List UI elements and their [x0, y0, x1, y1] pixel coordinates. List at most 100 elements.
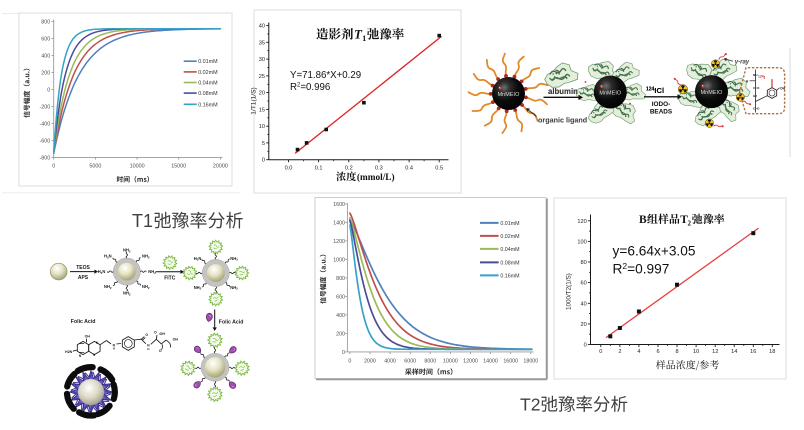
svg-text:35: 35: [259, 40, 265, 46]
svg-text:1000/T2(1/S): 1000/T2(1/S): [566, 273, 573, 310]
svg-text:y=6.64x+3.05: y=6.64x+3.05: [613, 244, 696, 259]
svg-text:8000: 8000: [424, 358, 436, 364]
svg-text:120: 120: [577, 219, 586, 225]
svg-text:124ICl: 124ICl: [646, 86, 664, 95]
svg-text:C=O: C=O: [753, 86, 760, 90]
svg-text:MnMEIO: MnMEIO: [498, 92, 520, 98]
svg-text:200: 200: [336, 331, 345, 337]
svg-text:60: 60: [580, 281, 586, 287]
svg-text:NH2: NH2: [123, 290, 131, 296]
svg-text:20: 20: [259, 91, 265, 97]
svg-text:400: 400: [41, 54, 50, 60]
svg-text:0.2: 0.2: [345, 165, 353, 171]
svg-text:Folic Acid: Folic Acid: [219, 319, 244, 325]
svg-text:20: 20: [580, 322, 586, 328]
svg-text:12: 12: [712, 349, 718, 355]
svg-text:albumin: albumin: [548, 87, 578, 96]
svg-text:B: B: [639, 214, 647, 226]
svg-text:C=O: C=O: [753, 106, 760, 110]
svg-text:IODO-: IODO-: [652, 101, 670, 108]
svg-text:O: O: [154, 331, 157, 335]
svg-text:14: 14: [731, 349, 737, 355]
svg-text:NH: NH: [753, 73, 758, 77]
svg-text:200: 200: [41, 71, 50, 77]
svg-text:0: 0: [584, 343, 587, 349]
svg-text:8: 8: [675, 349, 678, 355]
svg-text:40: 40: [259, 24, 265, 30]
svg-text:15000: 15000: [171, 164, 186, 170]
svg-text:BEADS: BEADS: [650, 109, 673, 116]
svg-text:0.4: 0.4: [405, 165, 413, 171]
svg-text:1600: 1600: [333, 202, 345, 208]
svg-text:0.01mM: 0.01mM: [198, 59, 218, 65]
svg-text:OH: OH: [85, 335, 91, 339]
svg-text:NH2: NH2: [194, 285, 202, 291]
svg-text:-600: -600: [40, 138, 51, 144]
svg-text:5: 5: [262, 141, 265, 147]
svg-text:10000: 10000: [443, 358, 458, 364]
svg-text:100: 100: [577, 239, 586, 245]
svg-text:16000: 16000: [503, 358, 518, 364]
svg-text:Folic Acid: Folic Acid: [71, 319, 96, 325]
svg-text:0.5: 0.5: [435, 165, 443, 171]
svg-text:-400: -400: [40, 121, 51, 127]
svg-text:0: 0: [52, 164, 55, 170]
svg-text:Y=71.86*X+0.29: Y=71.86*X+0.29: [290, 70, 361, 81]
svg-text:OH: OH: [173, 338, 179, 342]
svg-text:H2: H2: [753, 94, 757, 98]
svg-text:12000: 12000: [463, 358, 478, 364]
svg-text:R2=0.997: R2=0.997: [613, 261, 670, 277]
svg-text:0.08mM: 0.08mM: [500, 260, 519, 266]
svg-text:H: H: [147, 347, 149, 351]
svg-text:APS: APS: [78, 275, 89, 281]
svg-text:800: 800: [41, 20, 50, 26]
svg-text:600: 600: [336, 294, 345, 300]
svg-text:H2N: H2N: [65, 350, 72, 354]
svg-text:organic ligand: organic ligand: [538, 116, 587, 125]
svg-text:14000: 14000: [483, 358, 498, 364]
svg-text:T: T: [354, 27, 363, 42]
svg-text:TEOS: TEOS: [76, 265, 90, 271]
svg-text:T1: T1: [132, 211, 153, 231]
svg-text:MnMEIO: MnMEIO: [599, 90, 621, 96]
svg-text:T2: T2: [520, 395, 540, 415]
svg-text:H: H: [113, 347, 115, 351]
svg-text:FITC: FITC: [164, 276, 175, 282]
svg-text:0: 0: [599, 349, 602, 355]
svg-text:2000: 2000: [364, 358, 376, 364]
svg-text:O: O: [159, 349, 162, 353]
svg-text:5000: 5000: [89, 164, 101, 170]
svg-text:1200: 1200: [333, 239, 345, 245]
svg-text:MnMEIO: MnMEIO: [701, 90, 723, 96]
svg-text:γ-ray: γ-ray: [735, 60, 750, 66]
svg-text:10: 10: [693, 349, 699, 355]
svg-text:H2N: H2N: [194, 256, 202, 262]
svg-text:-200: -200: [40, 104, 51, 110]
svg-text:20000: 20000: [213, 164, 228, 170]
svg-text:N: N: [93, 353, 96, 357]
svg-text:0.04mM: 0.04mM: [198, 81, 218, 87]
svg-text:4000: 4000: [384, 358, 396, 364]
svg-text:1400: 1400: [333, 220, 345, 226]
svg-text:T: T: [680, 214, 688, 226]
svg-text:N: N: [96, 341, 99, 345]
svg-text:N: N: [147, 344, 150, 348]
svg-text:1/T1(1/S): 1/T1(1/S): [251, 87, 258, 114]
svg-text:18000: 18000: [523, 358, 538, 364]
svg-text:6000: 6000: [404, 358, 416, 364]
svg-text:OH: OH: [160, 332, 166, 336]
svg-text:H: H: [746, 79, 749, 83]
svg-text:NH2: NH2: [142, 284, 150, 290]
svg-text:0.1: 0.1: [315, 165, 323, 171]
svg-text:(mmol/L): (mmol/L): [357, 172, 395, 183]
svg-text:0.02mM: 0.02mM: [198, 70, 218, 76]
svg-text:H2N: H2N: [104, 254, 112, 260]
svg-text:NH2: NH2: [230, 256, 238, 262]
svg-text:18: 18: [769, 349, 775, 355]
svg-text:0.0: 0.0: [285, 165, 293, 171]
svg-text:0.16mM: 0.16mM: [500, 273, 519, 279]
svg-text:30: 30: [259, 57, 265, 63]
svg-text:H2N: H2N: [98, 269, 106, 275]
svg-text:albumin: albumin: [548, 87, 578, 96]
svg-text:124ICl: 124ICl: [646, 86, 664, 95]
